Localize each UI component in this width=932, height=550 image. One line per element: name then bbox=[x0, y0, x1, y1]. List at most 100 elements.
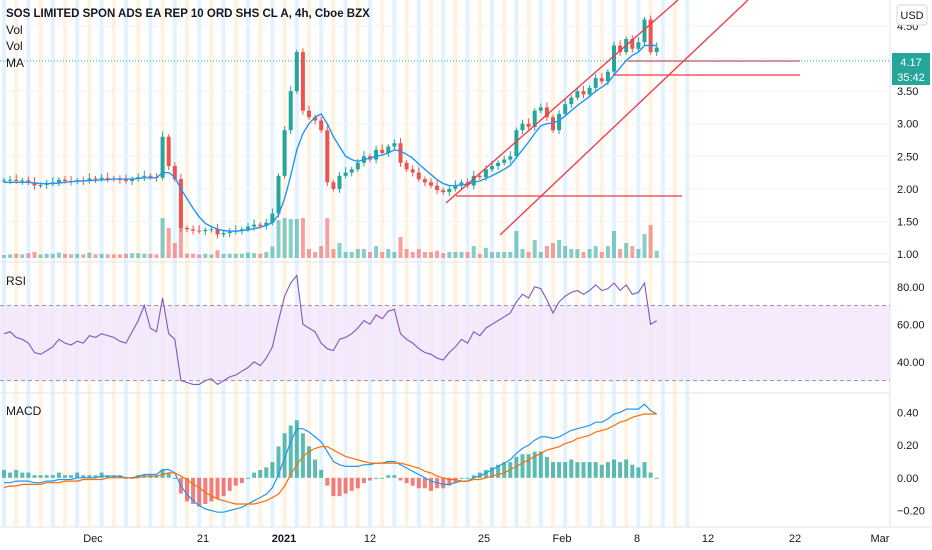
candle-body bbox=[398, 143, 403, 163]
currency-button[interactable]: USD bbox=[896, 4, 928, 26]
macd-histogram-bar bbox=[465, 477, 470, 479]
macd-histogram-bar bbox=[197, 477, 202, 507]
session-shade bbox=[453, 0, 458, 527]
macd-histogram-bar bbox=[618, 462, 623, 478]
session-shade bbox=[26, 0, 31, 527]
session-shade bbox=[538, 0, 543, 527]
volume-bar bbox=[477, 253, 482, 258]
volume-bar bbox=[282, 218, 287, 258]
session-shade bbox=[87, 0, 92, 527]
macd-histogram-bar bbox=[447, 477, 452, 486]
candle-body bbox=[130, 179, 135, 182]
candle-body bbox=[459, 182, 464, 186]
macd-histogram-bar bbox=[569, 459, 574, 478]
currency-label: USD bbox=[900, 10, 923, 22]
candle-body bbox=[172, 166, 177, 180]
volume-bar bbox=[496, 252, 501, 258]
session-shade bbox=[636, 0, 641, 527]
session-shade bbox=[441, 0, 446, 527]
macd-histogram-bar bbox=[8, 472, 13, 478]
indicator-label-vol-2[interactable]: Vol bbox=[6, 39, 23, 53]
candle-body bbox=[26, 180, 31, 183]
volume-bar bbox=[624, 243, 629, 258]
session-shade bbox=[270, 0, 275, 527]
volume-bar bbox=[612, 231, 616, 258]
candle-body bbox=[32, 182, 37, 186]
volume-bar bbox=[392, 252, 397, 258]
candle-body bbox=[471, 175, 476, 186]
volume-bar bbox=[32, 252, 37, 258]
candle-body bbox=[185, 227, 189, 230]
candle-body bbox=[258, 224, 263, 226]
macd-histogram-bar bbox=[538, 451, 543, 478]
last-price-value: 4.17 bbox=[900, 57, 921, 69]
macd-line bbox=[4, 403, 657, 513]
volume-bar bbox=[514, 231, 519, 258]
macd-histogram-bar bbox=[563, 462, 568, 478]
volume-bar bbox=[14, 253, 19, 258]
volume-bar bbox=[526, 252, 531, 258]
time-tick-label: Feb bbox=[553, 533, 572, 545]
last-price-badge: 4.17 35:42 bbox=[892, 53, 930, 85]
volume-bar bbox=[630, 246, 635, 258]
channel-upper-line bbox=[445, 0, 679, 204]
price-tick-label: 1.00 bbox=[897, 249, 918, 261]
session-shade bbox=[38, 0, 43, 527]
session-shade bbox=[648, 0, 653, 527]
volume-bar bbox=[148, 253, 153, 258]
volume-bar bbox=[105, 254, 110, 258]
candle-body bbox=[514, 130, 519, 157]
volume-bar bbox=[75, 253, 80, 258]
macd-histogram-bar bbox=[166, 472, 171, 478]
session-shade bbox=[209, 0, 214, 527]
candle-body bbox=[215, 229, 220, 235]
session-shade bbox=[172, 0, 177, 527]
macd-tick-label: 0.20 bbox=[897, 440, 918, 452]
rsi-band bbox=[0, 305, 890, 381]
session-shade bbox=[14, 0, 19, 527]
macd-histogram-bar bbox=[325, 477, 330, 486]
candle-body bbox=[380, 149, 385, 154]
candle-body bbox=[532, 110, 537, 127]
volume-bar bbox=[44, 253, 49, 258]
price-tick-label: 3.50 bbox=[897, 86, 918, 98]
macd-histogram-bar bbox=[81, 475, 86, 478]
volume-bar bbox=[154, 254, 159, 258]
macd-histogram-bar bbox=[355, 477, 360, 489]
candle-body bbox=[2, 180, 6, 182]
candle-body bbox=[319, 120, 324, 131]
candle-body bbox=[544, 107, 549, 118]
volume-bar bbox=[227, 253, 232, 258]
volume-bar bbox=[246, 252, 250, 258]
macd-histogram-bar bbox=[26, 472, 31, 478]
volume-bar bbox=[69, 254, 74, 258]
volume-bar bbox=[642, 234, 647, 258]
macd-histogram-bar bbox=[410, 477, 415, 486]
macd-histogram-bar bbox=[532, 451, 537, 478]
volume-bar bbox=[337, 243, 342, 258]
session-shade bbox=[160, 0, 165, 527]
volume-bar bbox=[398, 237, 403, 258]
candle-body bbox=[648, 19, 653, 53]
session-shade bbox=[368, 0, 372, 527]
volume-bar bbox=[233, 253, 238, 258]
candle-body bbox=[630, 39, 635, 49]
candle-body bbox=[191, 229, 196, 231]
macd-histogram-bar bbox=[526, 454, 531, 478]
macd-histogram-bar bbox=[599, 464, 604, 478]
macd-histogram-bar bbox=[514, 456, 519, 478]
time-tick-label: 12 bbox=[702, 533, 714, 545]
time-tick-label: 2021 bbox=[272, 533, 296, 545]
macd-histogram-bar bbox=[368, 477, 372, 481]
rsi-label[interactable]: RSI bbox=[6, 274, 26, 288]
macd-tick-label: −0.20 bbox=[897, 506, 925, 518]
session-shade bbox=[294, 0, 299, 527]
macd-histogram-bar bbox=[587, 462, 592, 478]
macd-label[interactable]: MACD bbox=[6, 404, 42, 418]
indicator-label-vol-1[interactable]: Vol bbox=[6, 23, 23, 37]
time-tick-label: 8 bbox=[634, 533, 640, 545]
macd-histogram-bar bbox=[252, 472, 257, 478]
macd-histogram-bar bbox=[654, 477, 659, 479]
indicator-label-ma[interactable]: MA bbox=[6, 56, 24, 70]
